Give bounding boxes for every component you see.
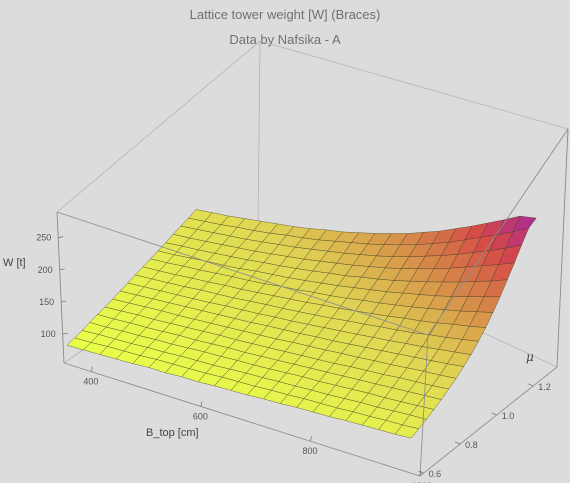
- z-tick-mark: [58, 236, 64, 239]
- box-edge-back-top: [56, 40, 569, 213]
- y-axis-label: μ: [526, 350, 534, 364]
- box-edge-front-vertical: [419, 334, 429, 477]
- y-tick-label: 1.0: [502, 411, 515, 421]
- y-tick-label: 0.8: [465, 440, 478, 450]
- axes-layer: 400 600 800 1000 0.6 0.8 1.0 1.2 100 150 200 250: [36, 233, 551, 483]
- y-tick-label: 0.6: [429, 469, 442, 479]
- x-tick-label: 1000: [412, 481, 432, 483]
- box-edge-right-vertical: [556, 128, 569, 368]
- y-tick-label: 1.2: [538, 382, 551, 392]
- z-tick-mark: [59, 268, 65, 271]
- x-tick-mark: [310, 436, 312, 442]
- x-tick-label: 600: [193, 411, 208, 421]
- y-tick-mark: [455, 441, 461, 445]
- x-axis-label: B_top [cm]: [146, 427, 199, 439]
- chart-title: Lattice tower weight [W] (Braces): [189, 7, 381, 22]
- z-axis-label: W [t]: [3, 257, 26, 269]
- x-tick-mark: [90, 366, 93, 372]
- y-tick-mark: [418, 470, 424, 474]
- surface-mesh: [66, 209, 537, 439]
- x-tick-label: 800: [302, 446, 317, 456]
- box-edge-left-vertical: [56, 211, 65, 364]
- x-tick-mark: [200, 401, 203, 407]
- x-tick-label: 400: [83, 377, 98, 387]
- z-tick-label: 200: [38, 265, 53, 275]
- y-tick-mark: [491, 412, 497, 416]
- surface-cell: [394, 424, 420, 439]
- y-tick-mark: [528, 383, 534, 387]
- z-tick-mark: [61, 300, 67, 303]
- z-tick-label: 150: [39, 297, 54, 307]
- z-tick-label: 250: [36, 233, 51, 243]
- z-tick-mark: [62, 332, 68, 335]
- z-tick-label: 100: [41, 329, 56, 339]
- box-edge-back-vertical: [257, 40, 261, 229]
